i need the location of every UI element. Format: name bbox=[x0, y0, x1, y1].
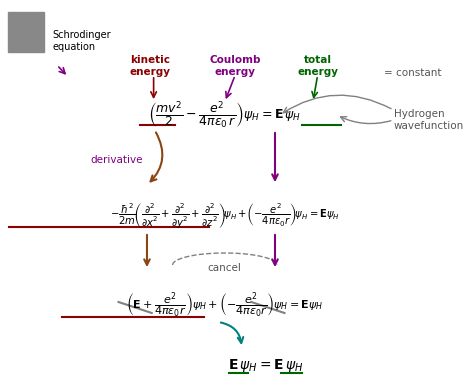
Text: derivative: derivative bbox=[90, 155, 143, 165]
Text: Coulomb
energy: Coulomb energy bbox=[210, 55, 261, 77]
Text: total
energy: total energy bbox=[297, 55, 338, 77]
Text: Schrodinger
equation: Schrodinger equation bbox=[52, 30, 111, 51]
Text: $\left(\mathbf{E}+\dfrac{e^2}{4\pi\varepsilon_0 r}\right)\psi_H+\left(-\dfrac{e^: $\left(\mathbf{E}+\dfrac{e^2}{4\pi\varep… bbox=[126, 290, 323, 320]
Text: cancel: cancel bbox=[208, 263, 242, 273]
Text: Hydrogen
wavefunction: Hydrogen wavefunction bbox=[393, 109, 464, 131]
Text: $\left(\dfrac{mv^2}{2} - \dfrac{e^2}{4\pi\varepsilon_0\,r}\right)\psi_H = \mathb: $\left(\dfrac{mv^2}{2} - \dfrac{e^2}{4\p… bbox=[148, 99, 301, 131]
Text: = constant: = constant bbox=[384, 68, 442, 78]
Bar bbox=[8, 12, 44, 52]
Text: $-\dfrac{\hbar^2}{2m}\!\left(\dfrac{\partial^2}{\partial x^2}+\dfrac{\partial^2}: $-\dfrac{\hbar^2}{2m}\!\left(\dfrac{\par… bbox=[110, 200, 340, 229]
Text: $\mathbf{E}\,\psi_H = \mathbf{E}\,\psi_H$: $\mathbf{E}\,\psi_H = \mathbf{E}\,\psi_H… bbox=[228, 356, 303, 373]
Text: kinetic
energy: kinetic energy bbox=[129, 55, 170, 77]
